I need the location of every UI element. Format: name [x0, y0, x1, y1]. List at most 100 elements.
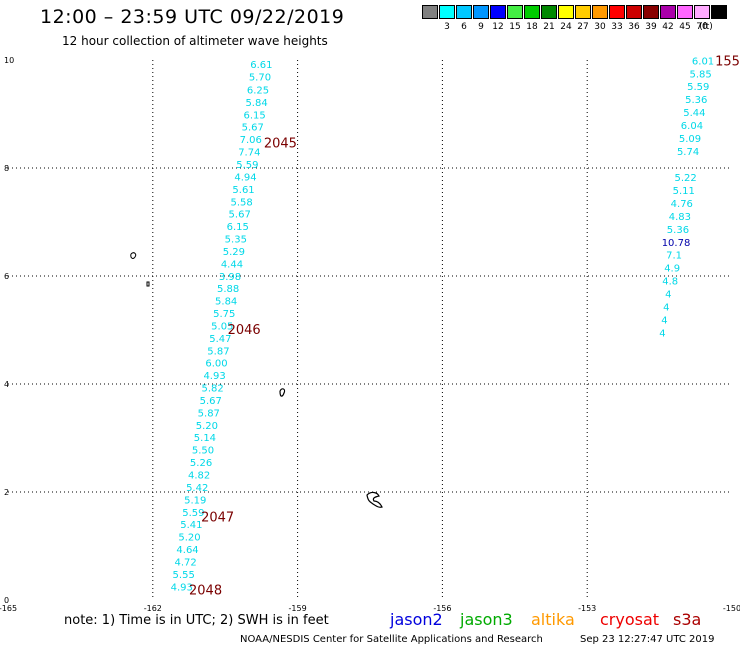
- lat-tick-label: 8: [4, 164, 9, 173]
- color-scale-label: 27: [577, 22, 589, 32]
- color-swatch: [592, 5, 608, 19]
- swh-value: 5.20: [196, 421, 218, 432]
- swh-value: 6.04: [681, 121, 703, 132]
- swh-value: 5.87: [198, 408, 220, 419]
- swh-value: 5.70: [249, 73, 271, 84]
- lon-tick-label: -150: [723, 604, 740, 613]
- color-swatch: [541, 5, 557, 19]
- time-labels: 2045 2046 2047 2048: [189, 136, 297, 598]
- swh-value: 5.87: [207, 346, 229, 357]
- color-swatch: [711, 5, 727, 19]
- swh-value: 3.98: [219, 272, 241, 283]
- swh-value: 4.8: [662, 277, 678, 288]
- color-scale-label: 6: [461, 22, 467, 32]
- swh-value: 4.93: [171, 582, 193, 593]
- color-scale-label: 21: [543, 22, 555, 32]
- lon-tick-label: -165: [0, 604, 17, 613]
- footer-timestamp: Sep 23 12:27:47 UTC 2019: [580, 634, 715, 645]
- page-title: 12:00 – 23:59 UTC 09/22/2019: [40, 6, 345, 28]
- color-swatch: [456, 5, 472, 19]
- swh-value: 6.00: [205, 359, 227, 370]
- color-swatch: [439, 5, 455, 19]
- color-scale-label: 9: [478, 22, 484, 32]
- swh-value: 5.82: [202, 384, 224, 395]
- color-swatch: [626, 5, 642, 19]
- color-swatch: [422, 5, 438, 19]
- color-swatch: [694, 5, 710, 19]
- lat-tick-label: 0: [4, 596, 9, 605]
- color-scale-label: 18: [526, 22, 538, 32]
- island-outlines: [130, 252, 383, 508]
- swh-value: 7.06: [240, 135, 262, 146]
- lat-lon-grid: [8, 60, 732, 600]
- swh-value: 5.61: [232, 185, 254, 196]
- swh-value: 5.67: [242, 123, 264, 134]
- swh-value: 5.58: [230, 197, 252, 208]
- swh-value: 5.26: [190, 458, 212, 469]
- time-label: 2045: [264, 136, 297, 151]
- swh-value: 4: [665, 290, 671, 301]
- swh-value: 5.85: [689, 69, 711, 80]
- swh-value: 5.41: [180, 520, 202, 531]
- lon-tick-label: -159: [289, 604, 307, 613]
- orbit-time-label: 155: [715, 54, 740, 69]
- swh-value: 5.50: [192, 446, 214, 457]
- swh-value: 4.64: [176, 545, 198, 556]
- satellite-label: altika: [531, 610, 575, 629]
- color-swatch: [609, 5, 625, 19]
- time-label: 2046: [228, 323, 261, 338]
- color-swatch: [558, 5, 574, 19]
- swh-value: 6.61: [250, 60, 272, 71]
- swh-value: 5.11: [673, 186, 695, 197]
- swh-value: 5.42: [186, 483, 208, 494]
- swh-value: 4.9: [664, 264, 680, 275]
- swh-value: 5.59: [182, 508, 204, 519]
- island-outline: [279, 388, 286, 397]
- swh-value: 4.82: [188, 471, 210, 482]
- color-swatch: [677, 5, 693, 19]
- color-swatch: [507, 5, 523, 19]
- lat-tick-label: 10: [4, 56, 14, 65]
- track-main-observations: 6.615.706.255.846.155.677.067.745.594.94…: [171, 60, 273, 593]
- island-outline: [146, 281, 150, 287]
- swh-value: 6.15: [244, 110, 266, 121]
- lat-tick-label: 2: [4, 488, 9, 497]
- swh-value: 4.72: [174, 557, 196, 568]
- swh-value: 4.83: [669, 212, 691, 223]
- swh-value: 4: [659, 328, 665, 339]
- swh-value: 5.67: [229, 210, 251, 221]
- color-swatch: [524, 5, 540, 19]
- swh-value: 6.15: [227, 222, 249, 233]
- swh-value: 5.59: [236, 160, 258, 171]
- swh-value: 5.36: [667, 225, 689, 236]
- swh-value: 5.55: [173, 570, 195, 581]
- swh-value: 6.01: [692, 56, 714, 67]
- axis-tick-labels: -165 -162 -159 -156 -153 -150 0 2 4 6 8 10: [0, 56, 740, 613]
- swh-value: 4: [663, 303, 669, 314]
- color-scale-label: 15: [509, 22, 521, 32]
- color-swatch: [575, 5, 591, 19]
- time-label: 2047: [201, 511, 234, 526]
- swh-value: 5.09: [679, 134, 701, 145]
- swh-value: 7.1: [666, 251, 682, 262]
- swh-value: 5.88: [217, 284, 239, 295]
- color-swatch: [660, 5, 676, 19]
- swh-value: 4.94: [234, 172, 256, 183]
- track-east-observations: 6.01 5.85 5.59 5.36 5.44 6.04 5.09 5.74 5.22 5.11…: [659, 56, 714, 339]
- satellite-label: cryosat: [600, 610, 660, 629]
- swh-value: 5.74: [677, 147, 699, 158]
- color-scale-label: 3: [444, 22, 450, 32]
- color-scale-label: 24: [560, 22, 572, 32]
- color-scale-unit: (ft): [699, 22, 713, 32]
- swh-value: 5.05: [211, 321, 233, 332]
- swh-value: 4.76: [671, 199, 693, 210]
- swh-value: 5.84: [215, 297, 237, 308]
- satellite-label: s3a: [673, 610, 702, 629]
- lon-tick-label: -156: [433, 604, 451, 613]
- swh-value: 5.67: [200, 396, 222, 407]
- swh-value: 6.25: [247, 85, 269, 96]
- page-subtitle: 12 hour collection of altimeter wave hei…: [62, 34, 328, 48]
- color-scale-label: 36: [628, 22, 640, 32]
- color-scale-label: 42: [662, 22, 674, 32]
